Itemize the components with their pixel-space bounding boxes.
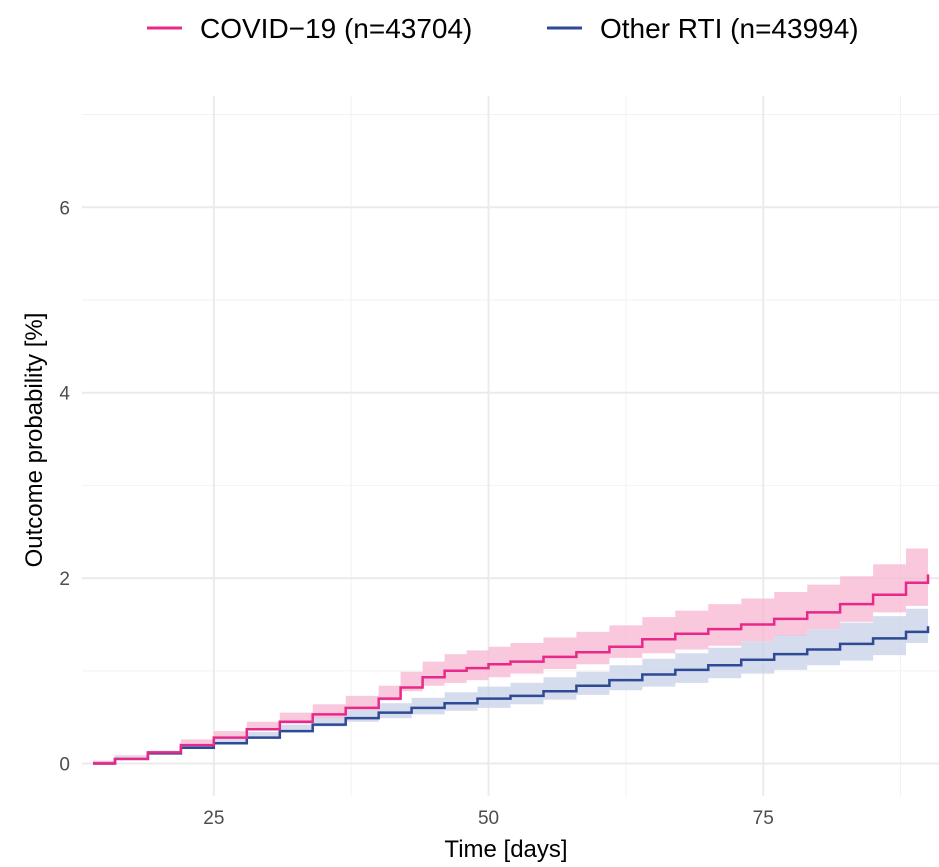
ci-band-other-rti: [93, 604, 928, 764]
x-axis-title: Time [days]: [444, 836, 567, 863]
legend: COVID−19 (n=43704) Other RTI (n=43994): [147, 13, 859, 44]
y-axis-title: Outcome probability [%]: [21, 313, 48, 568]
y-tick-label: 6: [59, 198, 70, 219]
series-lines: [93, 574, 930, 765]
series-line-covid-19: [93, 574, 930, 765]
ci-band-covid-19: [93, 539, 928, 764]
tick-labels: 25 50 75 0 2 4 6: [59, 198, 773, 829]
x-tick-label: 25: [203, 808, 224, 829]
y-tick-label: 0: [59, 755, 70, 776]
x-tick-label: 75: [753, 808, 774, 829]
legend-label-covid: COVID−19 (n=43704): [200, 13, 472, 44]
x-tick-label: 50: [478, 808, 499, 829]
series-line-other-rti: [93, 626, 930, 765]
legend-label-other-rti: Other RTI (n=43994): [600, 13, 859, 44]
confidence-bands: [93, 539, 928, 764]
y-tick-label: 2: [59, 569, 70, 590]
y-tick-label: 4: [59, 384, 70, 405]
